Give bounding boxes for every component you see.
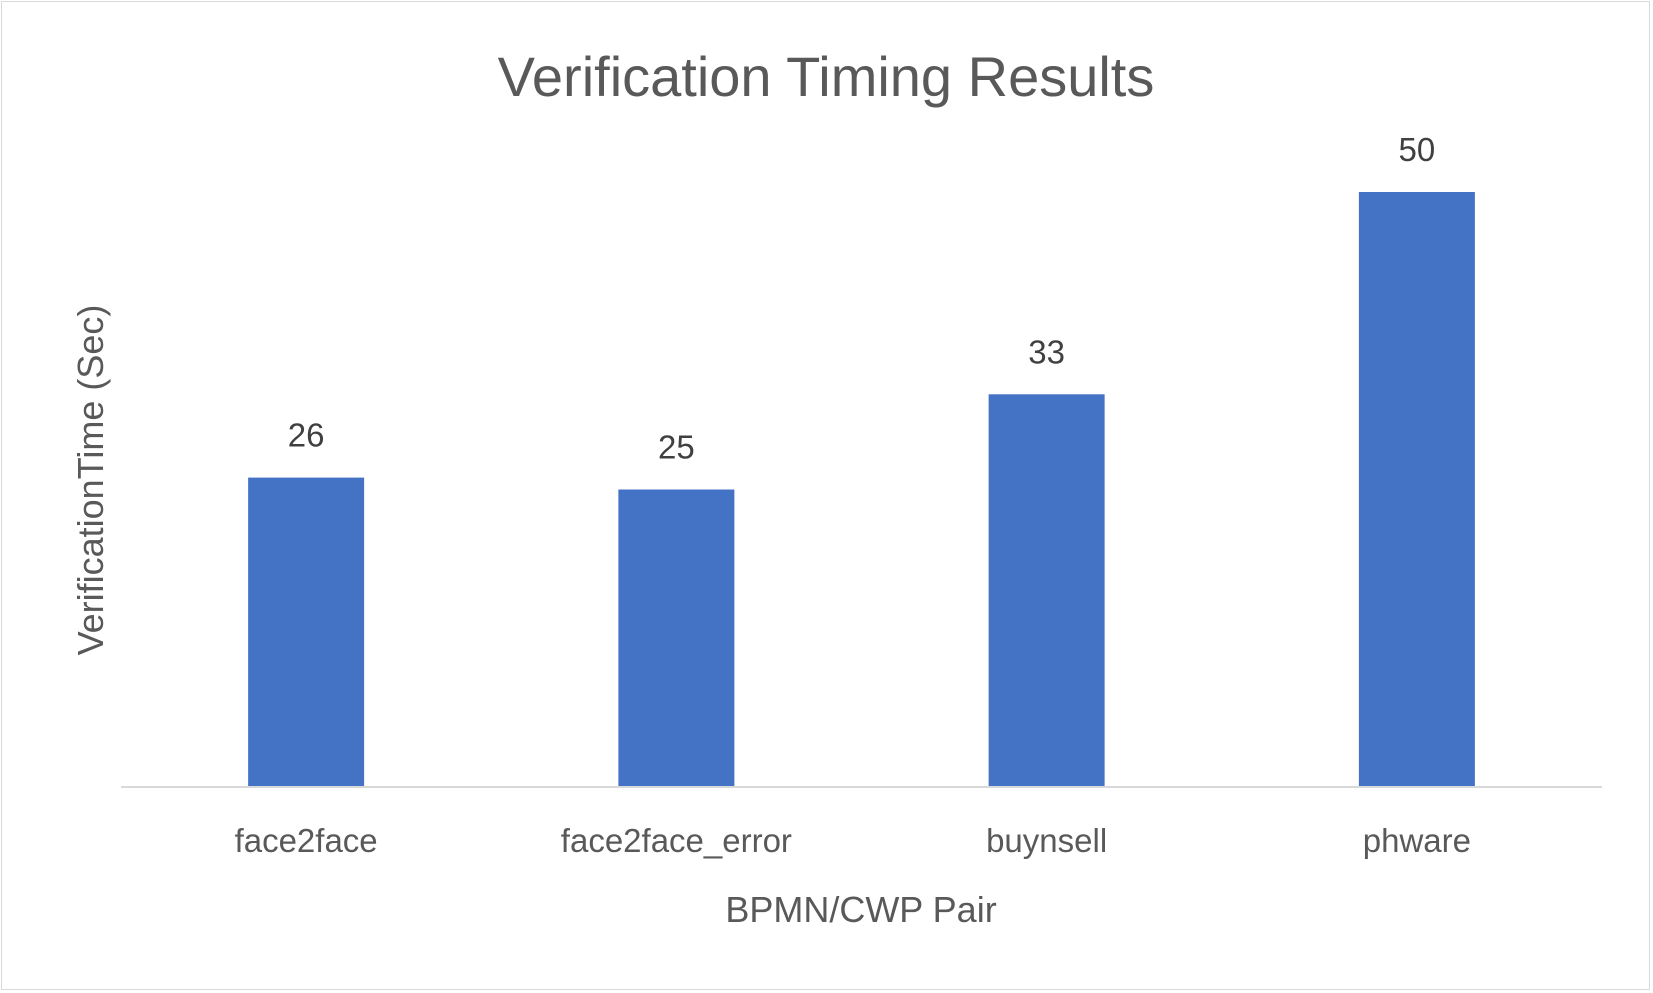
data-label-buynsell: 33 [1028,333,1065,370]
bar-buynsell [988,394,1105,787]
plot-area: 26 face2face 25 face2face_error 33 buynsell 50… [235,131,1475,859]
x-axis-title: BPMN/CWP Pair [725,889,996,930]
x-tick-label-buynsell: buynsell [986,822,1107,859]
data-label-face2face: 26 [288,417,325,454]
data-label-face2face_error: 25 [658,429,695,466]
y-axis-title: VerificationTime (Sec) [70,305,111,656]
x-tick-label-face2face: face2face [235,822,378,859]
data-label-phware: 50 [1399,131,1436,168]
bar-face2face_error [618,489,735,787]
x-tick-label-phware: phware [1363,822,1471,859]
bar-face2face [248,477,365,787]
bar-phware [1358,192,1475,787]
x-tick-label-face2face_error: face2face_error [561,822,792,859]
chart-title: Verification Timing Results [498,45,1155,108]
